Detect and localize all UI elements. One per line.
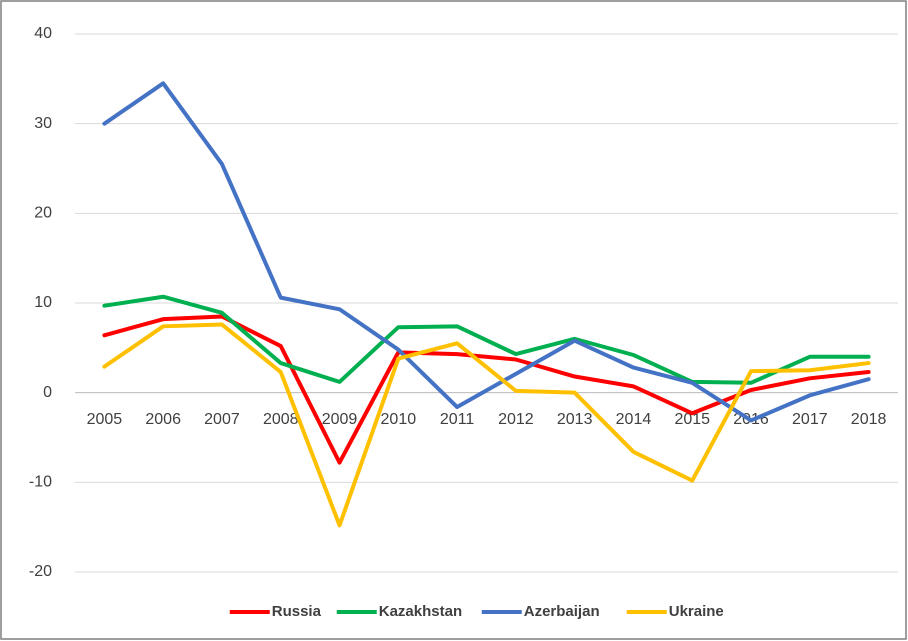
y-tick-label: 30 — [34, 115, 52, 132]
y-tick-label: -10 — [29, 474, 52, 491]
y-tick-label: 40 — [34, 25, 52, 42]
x-tick-label: 2012 — [498, 411, 534, 428]
legend-label: Ukraine — [669, 603, 724, 620]
series-line — [102, 81, 871, 423]
x-tick-label: 2015 — [674, 411, 710, 428]
x-tick-label: 2006 — [145, 411, 181, 428]
x-tick-label: 2013 — [557, 411, 593, 428]
x-tick-label: 2018 — [851, 411, 887, 428]
legend-label: Kazakhstan — [379, 603, 462, 620]
x-tick-label: 2007 — [204, 411, 240, 428]
y-tick-label: 20 — [34, 205, 52, 222]
series-line — [102, 294, 871, 385]
x-tick-label: 2008 — [263, 411, 299, 428]
x-tick-label: 2010 — [381, 411, 417, 428]
x-tick-label: 2017 — [792, 411, 828, 428]
x-tick-label: 2011 — [440, 411, 475, 428]
x-tick-label: 2014 — [616, 411, 652, 428]
x-tick-label: 2009 — [322, 411, 358, 428]
y-tick-label: 10 — [34, 294, 52, 311]
legend-label: Russia — [272, 603, 322, 620]
y-tick-label: 0 — [43, 384, 52, 401]
x-tick-label: 2005 — [87, 411, 123, 428]
series-line — [102, 322, 871, 528]
legend-label: Azerbaijan — [524, 603, 600, 620]
y-tick-label: -20 — [29, 563, 52, 580]
